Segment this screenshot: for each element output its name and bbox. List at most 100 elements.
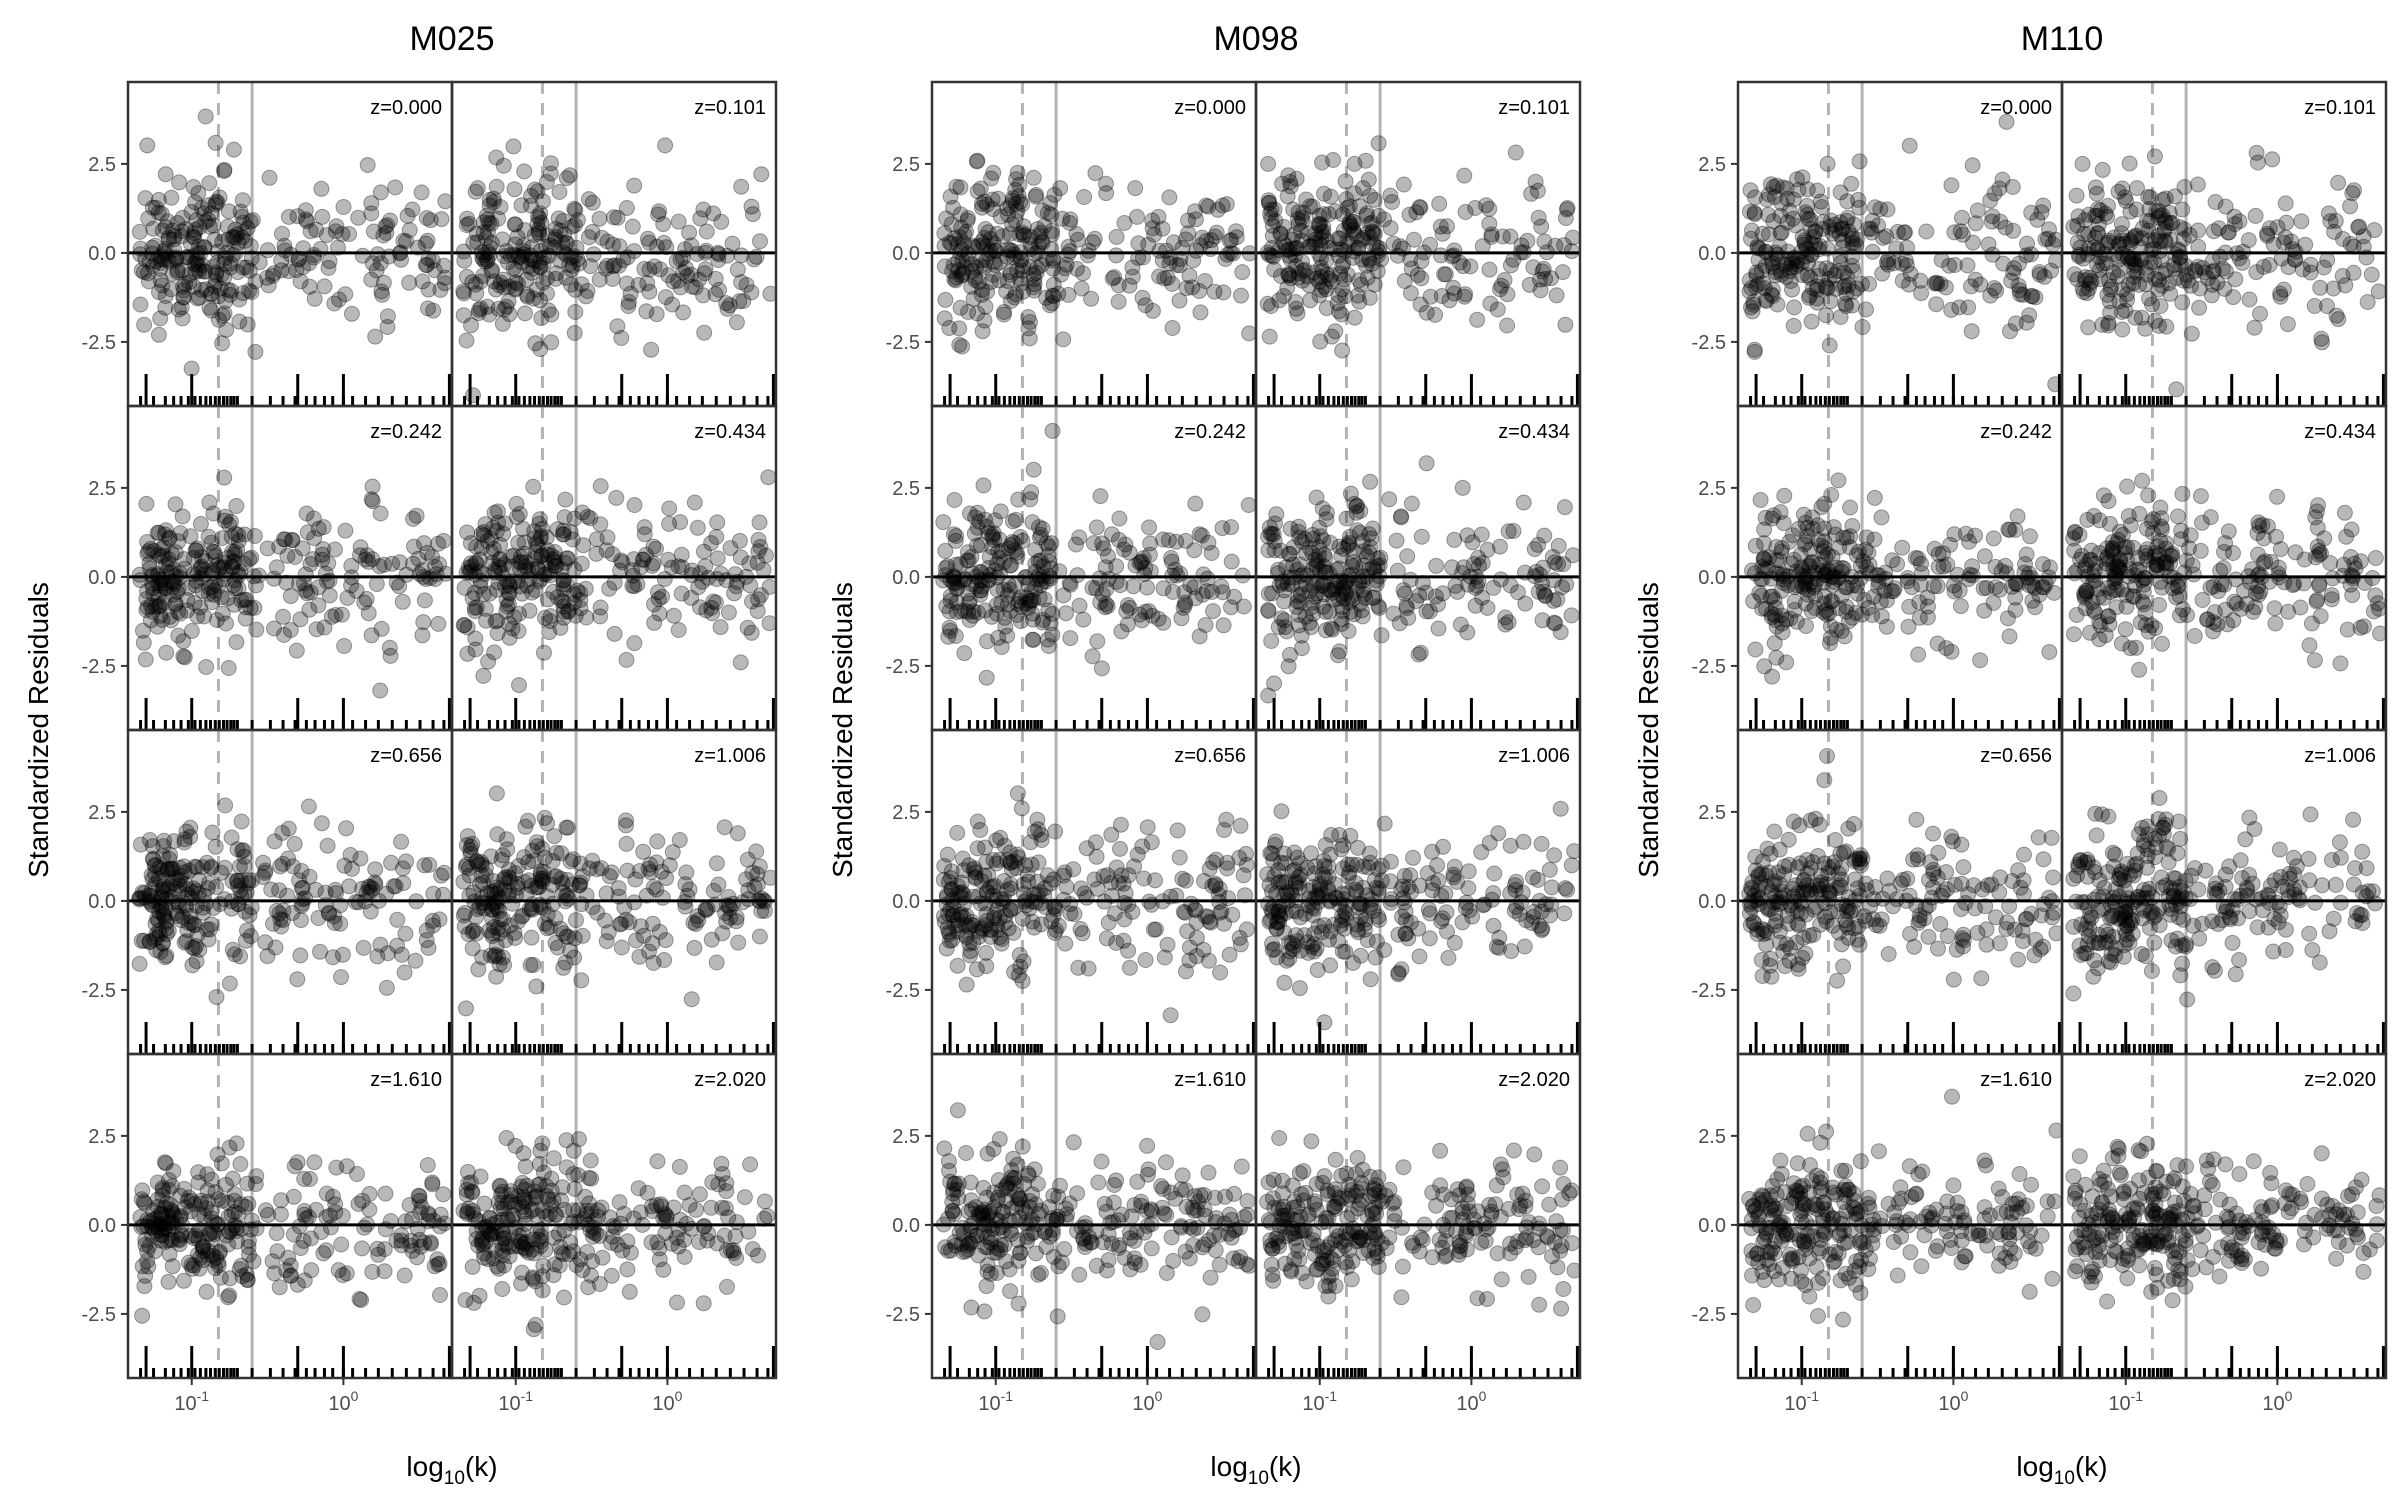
residual-point: [398, 566, 415, 583]
residual-point: [174, 908, 191, 925]
residual-point: [1010, 967, 1027, 984]
residual-point: [1326, 876, 1343, 893]
residual-point: [175, 289, 192, 306]
residual-point: [606, 574, 623, 591]
residual-point: [464, 835, 481, 852]
residual-point: [1027, 245, 1044, 262]
residual-point: [171, 565, 188, 582]
residual-point: [536, 249, 553, 266]
residual-point: [206, 1214, 223, 1231]
residual-point: [1003, 1162, 1020, 1179]
residual-point: [978, 853, 995, 870]
residual-point: [1357, 915, 1374, 932]
residual-point: [1212, 904, 1228, 921]
residual-point: [1098, 185, 1115, 202]
residual-point: [153, 541, 170, 558]
residual-point: [1471, 557, 1488, 574]
residual-point: [985, 887, 1001, 904]
residual-point: [1337, 583, 1354, 600]
residual-point: [1097, 599, 1114, 616]
residual-point: [625, 1210, 642, 1227]
residual-point: [1304, 545, 1321, 561]
residual-point: [1002, 581, 1018, 598]
residual-point: [547, 228, 564, 245]
residual-point: [216, 163, 233, 179]
residual-point: [946, 1234, 963, 1250]
residual-point: [189, 1246, 206, 1263]
residual-point: [1285, 240, 1302, 257]
residual-point: [572, 855, 589, 872]
residual-point: [545, 551, 562, 568]
residual-point: [1336, 920, 1353, 937]
residual-point: [1281, 943, 1298, 960]
residual-point: [1169, 822, 1186, 839]
residual-point: [626, 894, 643, 911]
residual-point: [1413, 528, 1430, 545]
residual-point: [653, 863, 670, 880]
residual-point: [424, 1174, 441, 1191]
residual-point: [1213, 903, 1230, 920]
residual-point: [968, 153, 985, 170]
residual-point: [967, 272, 984, 288]
residual-point: [1446, 858, 1463, 875]
residual-point: [1020, 873, 1037, 890]
residual-point: [532, 205, 549, 222]
residual-point: [193, 200, 210, 216]
residual-point: [1104, 270, 1121, 287]
residual-point: [1008, 196, 1024, 213]
residual-point: [1209, 201, 1226, 218]
residual-point: [687, 279, 704, 296]
residual-point: [1119, 616, 1136, 633]
residual-point: [665, 1199, 682, 1216]
residual-point: [137, 1236, 154, 1253]
residual-point: [729, 825, 746, 842]
residual-point: [491, 551, 508, 568]
residual-point: [1484, 891, 1501, 908]
y-axis-title: Standardized Residuals: [23, 582, 54, 878]
residual-point: [404, 201, 421, 218]
residual-point: [1013, 598, 1030, 615]
residual-point: [373, 283, 390, 300]
residual-point: [1371, 911, 1388, 928]
residual-point: [564, 257, 581, 274]
residual-point: [1351, 293, 1368, 310]
residual-point: [1306, 943, 1323, 960]
residual-point: [146, 857, 163, 874]
residual-point: [317, 897, 334, 914]
residual-point: [167, 568, 184, 585]
residual-point: [426, 1258, 443, 1275]
residual-point: [132, 836, 149, 853]
residual-point: [415, 614, 432, 631]
residual-point: [483, 215, 500, 232]
residual-point: [1174, 1167, 1191, 1184]
residual-point: [1391, 615, 1408, 632]
residual-point: [1022, 236, 1039, 253]
residual-point: [467, 554, 484, 571]
residual-point: [470, 1237, 487, 1254]
residual-point: [553, 1244, 570, 1261]
residual-point: [1513, 237, 1530, 254]
residual-point: [1116, 895, 1133, 911]
residual-point: [1312, 563, 1328, 580]
residual-point: [164, 875, 181, 892]
residual-point: [413, 1199, 430, 1216]
residual-point: [230, 580, 247, 597]
residual-point: [284, 532, 301, 549]
residual-point: [1382, 187, 1399, 204]
residual-point: [559, 819, 576, 836]
residual-point: [268, 1225, 285, 1242]
residual-point: [1361, 845, 1378, 862]
residual-point: [408, 507, 425, 524]
residual-point: [954, 252, 971, 269]
residual-point: [1266, 533, 1283, 550]
residual-point: [412, 1204, 429, 1221]
residual-point: [1282, 251, 1299, 267]
residual-point: [1281, 950, 1298, 967]
residual-point: [632, 918, 649, 935]
residual-point: [216, 469, 233, 486]
residual-point: [479, 251, 495, 268]
residual-point: [532, 341, 549, 357]
residual-point: [1072, 921, 1089, 937]
residual-point: [214, 307, 231, 324]
residual-point: [510, 275, 526, 292]
